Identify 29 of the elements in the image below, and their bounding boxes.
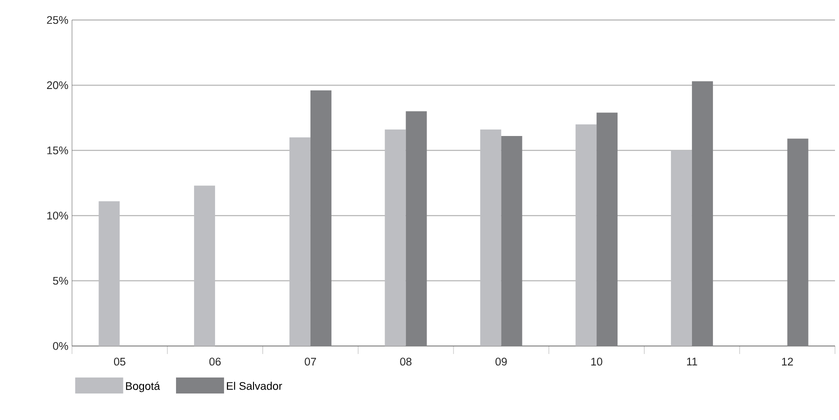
y-tick-label: 5% bbox=[53, 276, 68, 285]
bar bbox=[384, 130, 406, 346]
y-tick-label: 20% bbox=[47, 81, 68, 90]
legend-label: El Salvador bbox=[226, 382, 282, 390]
x-tick-label: 07 bbox=[304, 358, 316, 366]
x-tick-label: 10 bbox=[591, 358, 602, 366]
bar bbox=[289, 137, 310, 346]
y-tick-label: 0% bbox=[53, 342, 68, 350]
legend-label: Bogotá bbox=[126, 382, 160, 392]
bar bbox=[692, 81, 713, 346]
bar bbox=[310, 90, 332, 346]
bar bbox=[98, 201, 120, 346]
bar bbox=[787, 138, 808, 346]
bar bbox=[480, 130, 502, 346]
bar bbox=[576, 124, 597, 346]
bar bbox=[670, 150, 692, 346]
bar bbox=[194, 186, 216, 346]
bar bbox=[406, 111, 427, 346]
y-tick-label: 10% bbox=[47, 212, 68, 220]
x-tick-label: 08 bbox=[400, 358, 412, 366]
x-tick-label: 09 bbox=[496, 358, 507, 366]
x-tick-label: 06 bbox=[209, 358, 221, 366]
x-tick-label: 12 bbox=[782, 358, 793, 366]
y-tick-label: 15% bbox=[47, 146, 68, 154]
y-tick-label: 25% bbox=[47, 16, 68, 24]
x-tick-label: 05 bbox=[114, 358, 126, 366]
bar bbox=[501, 136, 522, 346]
x-tick-label: 11 bbox=[687, 358, 698, 366]
bar bbox=[596, 112, 618, 346]
